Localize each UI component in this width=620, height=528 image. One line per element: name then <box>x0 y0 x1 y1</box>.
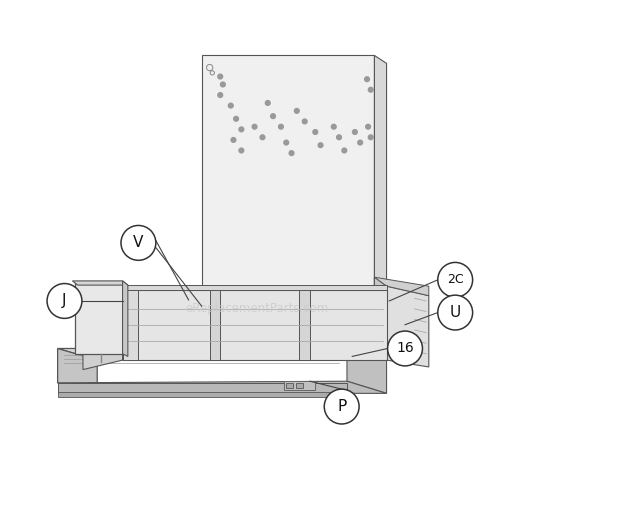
Circle shape <box>324 389 359 424</box>
Circle shape <box>353 130 357 134</box>
Circle shape <box>438 295 472 330</box>
Polygon shape <box>75 282 123 354</box>
Circle shape <box>121 225 156 260</box>
Circle shape <box>47 284 82 318</box>
Polygon shape <box>83 304 123 313</box>
Polygon shape <box>78 352 159 358</box>
Circle shape <box>368 135 373 139</box>
Circle shape <box>265 100 270 106</box>
Polygon shape <box>296 383 303 388</box>
Circle shape <box>365 77 370 81</box>
Polygon shape <box>255 352 337 358</box>
Text: U: U <box>450 305 461 320</box>
Circle shape <box>366 124 371 129</box>
Circle shape <box>303 119 307 124</box>
Polygon shape <box>123 285 386 290</box>
Circle shape <box>228 103 233 108</box>
Polygon shape <box>286 383 293 388</box>
Circle shape <box>438 262 472 297</box>
Polygon shape <box>123 281 128 356</box>
Polygon shape <box>73 281 128 285</box>
Polygon shape <box>58 381 386 393</box>
Polygon shape <box>58 348 97 393</box>
Polygon shape <box>374 55 386 359</box>
Circle shape <box>252 124 257 129</box>
Text: V: V <box>133 235 144 250</box>
Polygon shape <box>83 304 123 370</box>
Polygon shape <box>58 392 347 397</box>
Circle shape <box>239 127 244 131</box>
Circle shape <box>337 135 342 139</box>
Circle shape <box>231 138 236 143</box>
Circle shape <box>318 143 323 147</box>
Text: 2C: 2C <box>447 274 464 286</box>
Circle shape <box>234 117 239 121</box>
Polygon shape <box>374 277 429 296</box>
Circle shape <box>260 135 265 139</box>
Polygon shape <box>123 290 138 360</box>
Polygon shape <box>210 290 220 360</box>
Polygon shape <box>283 381 316 390</box>
Circle shape <box>218 74 223 79</box>
Polygon shape <box>386 286 429 367</box>
Polygon shape <box>202 351 386 359</box>
Polygon shape <box>202 55 374 351</box>
Circle shape <box>284 140 289 145</box>
Circle shape <box>388 331 422 366</box>
Text: eReplacementParts.com: eReplacementParts.com <box>185 303 329 315</box>
Polygon shape <box>58 383 347 393</box>
Text: 16: 16 <box>396 342 414 355</box>
Circle shape <box>358 140 363 145</box>
Text: P: P <box>337 399 347 414</box>
Circle shape <box>368 88 373 92</box>
Polygon shape <box>123 290 386 360</box>
Text: J: J <box>62 294 67 308</box>
Circle shape <box>342 148 347 153</box>
Polygon shape <box>347 348 386 393</box>
Polygon shape <box>159 352 255 358</box>
Circle shape <box>294 109 299 113</box>
Circle shape <box>218 93 223 97</box>
Circle shape <box>239 148 244 153</box>
Polygon shape <box>374 277 386 360</box>
Polygon shape <box>58 348 386 360</box>
Circle shape <box>221 82 225 87</box>
Circle shape <box>331 124 336 129</box>
Polygon shape <box>299 290 310 360</box>
Circle shape <box>313 130 317 134</box>
Circle shape <box>289 151 294 156</box>
Circle shape <box>278 124 283 129</box>
Circle shape <box>271 114 275 118</box>
